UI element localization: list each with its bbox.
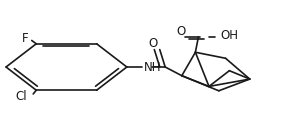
Text: NH: NH <box>144 61 162 74</box>
Text: Cl: Cl <box>16 90 27 103</box>
Text: OH: OH <box>220 29 239 42</box>
Text: O: O <box>177 25 186 38</box>
Text: O: O <box>149 37 158 51</box>
Text: F: F <box>22 32 29 45</box>
